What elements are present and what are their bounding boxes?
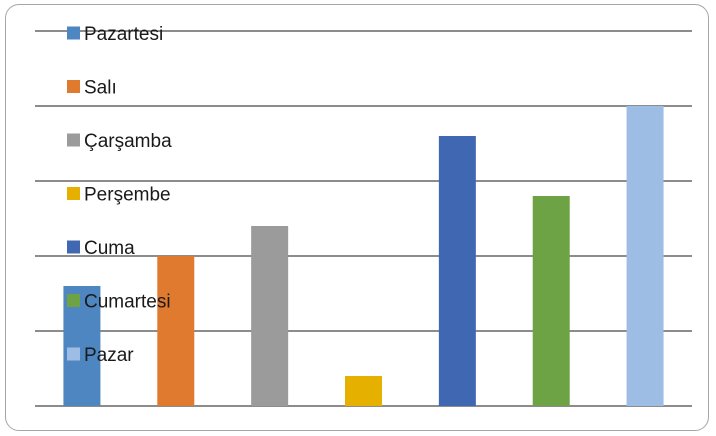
- legend: Pazartesi Salı Çarşamba Perşembe Cuma Cumarte…: [67, 24, 172, 366]
- bars: [63, 106, 664, 406]
- legend-label: Cumartesi: [84, 292, 171, 313]
- legend-item-1: Pazartesi: [67, 24, 163, 45]
- bar-3: [251, 226, 289, 406]
- legend-label: Perşembe: [84, 185, 171, 206]
- legend-swatch: [67, 133, 80, 147]
- legend-label: Salı: [84, 78, 117, 99]
- legend-label: Pazartesi: [84, 24, 163, 45]
- legend-swatch: [67, 240, 80, 254]
- bar-2: [157, 256, 195, 406]
- legend-label: Cuma: [84, 238, 135, 259]
- legend-swatch: [67, 26, 80, 40]
- bar-4: [345, 376, 382, 406]
- legend-swatch: [67, 80, 80, 93]
- legend-swatch: [67, 347, 80, 361]
- legend-item-6: Cumartesi: [67, 292, 171, 313]
- legend-swatch: [67, 187, 80, 200]
- legend-swatch: [67, 294, 80, 307]
- bar-6: [532, 196, 570, 406]
- bar-7: [626, 106, 664, 406]
- gridlines: [35, 30, 692, 407]
- legend-label: Pazar: [84, 345, 134, 366]
- legend-item-5: Cuma: [67, 238, 135, 259]
- legend-item-4: Perşembe: [67, 185, 171, 206]
- bar-5: [438, 136, 476, 406]
- legend-item-2: Salı: [67, 78, 117, 99]
- legend-item-7: Pazar: [67, 345, 134, 366]
- chart-frame: [5, 4, 709, 431]
- legend-item-3: Çarşamba: [67, 131, 172, 152]
- legend-label: Çarşamba: [84, 131, 172, 152]
